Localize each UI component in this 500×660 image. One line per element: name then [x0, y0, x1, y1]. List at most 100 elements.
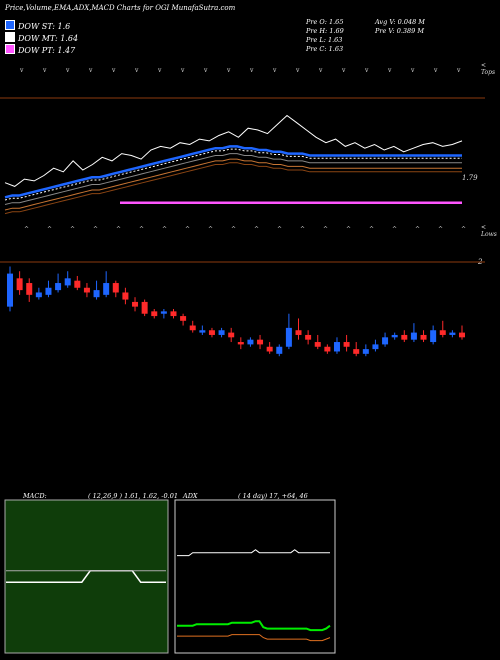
top-marker: v [456, 67, 461, 74]
candle-body [199, 330, 206, 333]
candle-body [151, 311, 158, 317]
candle-body [382, 337, 389, 345]
top-marker: v [341, 67, 346, 74]
prev-high: Pre H: 1.69 [306, 27, 344, 35]
adx-values: ( 14 day) 17, +64, 46 [238, 492, 308, 500]
low-marker: ^ [415, 226, 420, 233]
candle-body [16, 278, 23, 291]
top-marker: v [295, 67, 300, 74]
top-marker: v [19, 67, 24, 74]
low-marker: ^ [346, 226, 351, 233]
candle-body [266, 346, 273, 352]
top-marker: v [111, 67, 116, 74]
candle-body [189, 325, 196, 331]
low-marker: ^ [277, 226, 282, 233]
low-marker: ^ [185, 226, 190, 233]
candle-body [257, 339, 264, 345]
candle-body [180, 316, 187, 321]
low-marker: ^ [139, 226, 144, 233]
prev-open: Pre O: 1.65 [306, 18, 344, 26]
prev-volume: Pre V: 0.389 M [375, 27, 425, 35]
adx-line [177, 620, 331, 632]
candle-body [372, 344, 379, 350]
candle-body [314, 342, 321, 347]
candle-body [122, 292, 129, 300]
low-marker: ^ [162, 226, 167, 233]
ema-long-line [4, 153, 462, 205]
top-marker: v [364, 67, 369, 74]
top-marker: v [387, 67, 392, 74]
top-marker: v [410, 67, 415, 74]
top-marker: v [272, 67, 277, 74]
candle-body [285, 327, 292, 347]
low-marker: ^ [392, 226, 397, 233]
macd-values: ( 12,26,9 ) 1.61, 1.62, -0.01 [88, 492, 178, 500]
adx-plus-di-line [177, 549, 330, 557]
lows-label: < Lows [481, 224, 497, 238]
candle-body [362, 349, 369, 354]
low-marker: ^ [24, 226, 29, 233]
ema-band-lower-2 [4, 162, 462, 215]
candle-body [64, 278, 71, 286]
tops-label: < Tops [481, 62, 496, 76]
prev-low: Pre L: 1.63 [306, 36, 343, 44]
low-marker: ^ [231, 226, 236, 233]
candle-body [459, 332, 465, 338]
candle-body [55, 283, 62, 291]
candle-body [170, 311, 177, 317]
ema-mid-line [4, 148, 462, 201]
candle-body [439, 330, 446, 335]
candle-body [103, 283, 110, 295]
low-marker: ^ [70, 226, 75, 233]
top-marker: v [433, 67, 438, 74]
dow-mt-legend: DOW MT: 1.64 [5, 32, 78, 43]
level-low-label: 1.79 [462, 174, 478, 182]
top-marker: v [42, 67, 47, 74]
adx-title: ADX [183, 492, 198, 500]
adx-panel [174, 499, 336, 654]
low-marker: ^ [323, 226, 328, 233]
candle-body [247, 339, 254, 345]
top-marker: v [65, 67, 70, 74]
candle-body [305, 334, 312, 340]
candle-body [45, 287, 52, 295]
top-marker: v [157, 67, 162, 74]
candle-body [333, 342, 340, 352]
low-marker: ^ [254, 226, 259, 233]
macd-line [6, 570, 166, 583]
dow-pt-legend: DOW PT: 1.47 [5, 44, 75, 55]
top-marker: v [249, 67, 254, 74]
candle-body [276, 346, 283, 354]
avg-volume: Avg V: 0.048 M [375, 18, 425, 26]
candle-body [74, 280, 81, 288]
top-marker: v [180, 67, 185, 74]
candle-body [353, 349, 360, 354]
candle-body [295, 330, 302, 335]
low-marker: ^ [461, 226, 466, 233]
low-marker: ^ [300, 226, 305, 233]
candle-body [410, 332, 417, 340]
top-marker: v [226, 67, 231, 74]
dow-st-legend: DOW ST: 1.6 [5, 20, 70, 31]
candle-body [218, 330, 225, 335]
candle-body [401, 334, 408, 340]
low-marker: ^ [47, 226, 52, 233]
candle-body [343, 342, 350, 347]
macd-title: MACD: [23, 492, 47, 500]
candle-body [208, 330, 215, 335]
low-marker: ^ [438, 226, 443, 233]
low-marker: ^ [369, 226, 374, 233]
candle-body [112, 283, 119, 293]
adx-minus-di-line [177, 634, 331, 642]
candle-body [391, 334, 398, 338]
dow-pt-swatch [5, 44, 15, 54]
candle-body [93, 290, 100, 298]
chart-header: Price,Volume,EMA,ADX,MACD Charts for OGI… [5, 4, 236, 12]
dow-st-swatch [5, 20, 15, 30]
close-price-line [4, 114, 463, 187]
candle-body [228, 332, 235, 338]
candle-body [7, 273, 13, 307]
candle-body [141, 301, 148, 314]
candle-body [237, 342, 244, 345]
top-marker: v [88, 67, 93, 74]
